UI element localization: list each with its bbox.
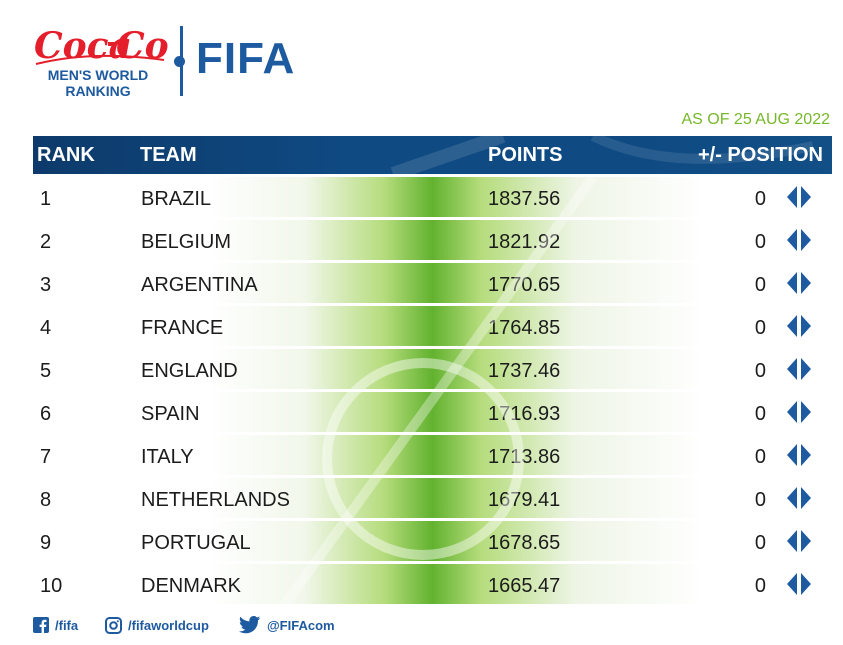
points-cell: 1713.86 <box>488 446 561 468</box>
column-header-team: TEAM <box>140 144 197 166</box>
no-change-arrows-icon <box>786 444 812 466</box>
table-row: 8 NETHERLANDS 1679.41 0 <box>33 478 832 518</box>
instagram-handle: /fifaworldcup <box>128 617 209 633</box>
rank-cell: 1 <box>40 188 52 210</box>
team-cell: ITALY <box>141 446 194 468</box>
table-row: 5 ENGLAND 1737.46 0 <box>33 349 832 389</box>
team-cell: NETHERLANDS <box>141 489 290 511</box>
team-cell: SPAIN <box>141 403 200 425</box>
team-cell: DENMARK <box>141 575 242 597</box>
team-cell: PORTUGAL <box>141 532 251 554</box>
ranking-title-line1: MEN'S WORLD <box>47 67 149 83</box>
ranking-title-line2: RANKING <box>65 83 131 99</box>
points-cell: 1764.85 <box>488 317 561 339</box>
table-row: 10 DENMARK 1665.47 0 <box>33 564 832 604</box>
facebook-icon <box>33 617 49 633</box>
table-header: RANK TEAM POINTS +/- POSITION <box>33 136 832 174</box>
team-cell: BRAZIL <box>141 188 212 210</box>
no-change-arrows-icon <box>786 229 812 251</box>
rank-cell: 7 <box>40 446 52 468</box>
twitter-icon <box>239 616 261 634</box>
position-change-cell: 0 <box>754 532 766 554</box>
fifa-logo: FIFA <box>196 34 296 83</box>
table-row: 6 SPAIN 1716.93 0 <box>33 392 832 432</box>
no-change-arrows-icon <box>786 530 812 552</box>
column-header-points: POINTS <box>488 144 563 166</box>
points-cell: 1679.41 <box>488 489 561 511</box>
team-cell: ARGENTINA <box>141 274 258 296</box>
table-row: 3 ARGENTINA 1770.65 0 <box>33 263 832 303</box>
team-cell: ENGLAND <box>141 360 238 382</box>
svg-text:Cola: Cola <box>116 25 168 67</box>
table-row: 9 PORTUGAL 1678.65 0 <box>33 521 832 561</box>
table-row: 4 FRANCE 1764.85 0 <box>33 306 832 346</box>
position-change-cell: 0 <box>754 360 766 382</box>
position-change-cell: 0 <box>754 188 766 210</box>
header-pitch-lines <box>390 136 815 174</box>
no-change-arrows-icon <box>786 272 812 294</box>
ranking-table-body: 1 BRAZIL 1837.56 0 2 BELGIUM 1821.92 0 3 ARGENTIN… <box>33 177 832 607</box>
no-change-arrows-icon <box>786 358 812 380</box>
team-cell: BELGIUM <box>141 231 232 253</box>
coca-cola-logo: Coca Cola <box>32 20 206 68</box>
as-of-date: AS OF 25 AUG 2022 <box>681 111 830 128</box>
no-change-arrows-icon <box>786 401 812 423</box>
instagram-icon <box>105 616 122 634</box>
no-change-arrows-icon <box>786 315 812 337</box>
table-row: 1 BRAZIL 1837.56 0 <box>33 177 832 217</box>
rank-cell: 9 <box>40 532 52 554</box>
points-cell: 1737.46 <box>488 360 561 382</box>
rank-cell: 2 <box>40 231 52 253</box>
position-change-cell: 0 <box>754 489 766 511</box>
points-cell: 1837.56 <box>488 188 561 210</box>
points-cell: 1821.92 <box>488 231 561 253</box>
points-cell: 1716.93 <box>488 403 561 425</box>
points-cell: 1665.47 <box>488 575 561 597</box>
no-change-arrows-icon <box>786 487 812 509</box>
column-header-rank: RANK <box>37 144 95 166</box>
position-change-cell: 0 <box>754 403 766 425</box>
rank-cell: 3 <box>40 274 52 296</box>
rank-cell: 6 <box>40 403 52 425</box>
rank-cell: 8 <box>40 489 52 511</box>
footer-facebook[interactable]: /fifa <box>33 614 78 636</box>
table-row: 2 BELGIUM 1821.92 0 <box>33 220 832 260</box>
ranking-title: MEN'S WORLD RANKING <box>32 67 164 99</box>
twitter-handle: @FIFAcom <box>267 617 335 633</box>
footer-instagram[interactable]: /fifaworldcup <box>105 614 209 636</box>
no-change-arrows-icon <box>786 573 812 595</box>
footer-twitter[interactable]: @FIFAcom <box>239 614 335 636</box>
points-cell: 1770.65 <box>488 274 561 296</box>
logo-divider-dot <box>174 56 185 67</box>
team-cell: FRANCE <box>141 317 224 339</box>
rank-cell: 10 <box>40 575 63 597</box>
rank-cell: 5 <box>40 360 52 382</box>
no-change-arrows-icon <box>786 186 812 208</box>
table-row: 7 ITALY 1713.86 0 <box>33 435 832 475</box>
position-change-cell: 0 <box>754 231 766 253</box>
column-header-position: +/- POSITION <box>697 144 823 166</box>
points-cell: 1678.65 <box>488 532 561 554</box>
position-change-cell: 0 <box>754 446 766 468</box>
position-change-cell: 0 <box>754 575 766 597</box>
position-change-cell: 0 <box>754 317 766 339</box>
facebook-handle: /fifa <box>55 617 79 633</box>
rank-cell: 4 <box>40 317 52 339</box>
position-change-cell: 0 <box>754 274 766 296</box>
